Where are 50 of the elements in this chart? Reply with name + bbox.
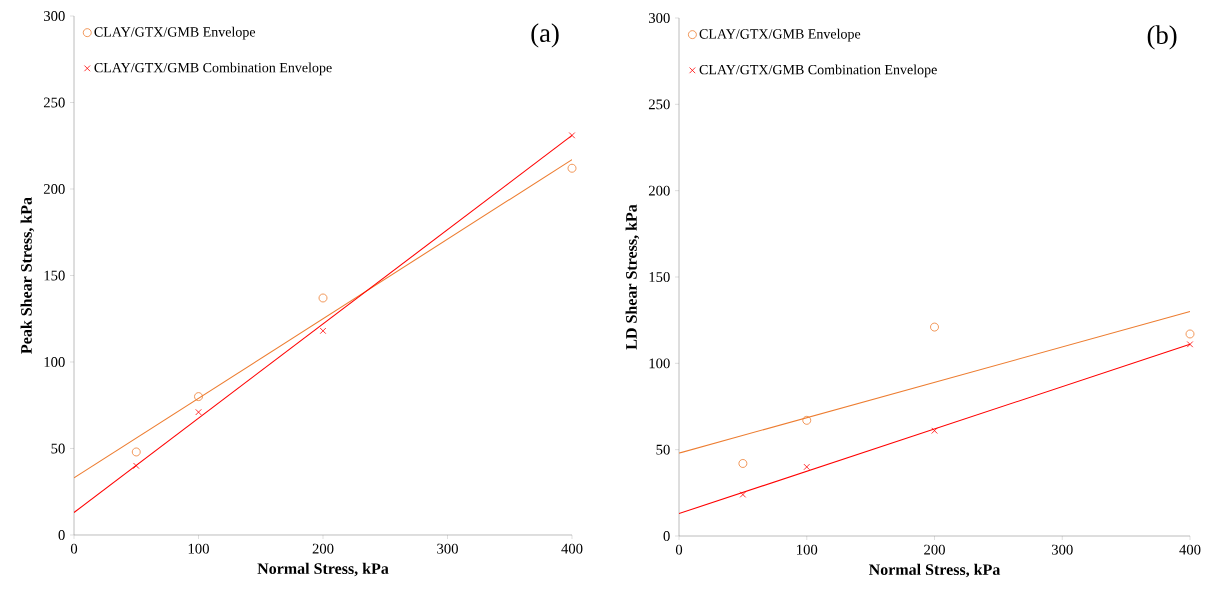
legend-label: CLAY/GTX/GMB Envelope (94, 26, 256, 40)
point (739, 491, 747, 498)
x-axis-title: Normal Stress, kPa (257, 562, 389, 577)
x-tick-label: 200 (924, 544, 945, 555)
point (930, 322, 939, 332)
y-axis-title: LD Shear Stress, kPa (625, 204, 640, 350)
point (194, 392, 203, 401)
y-tick-label: 150 (649, 272, 670, 282)
point (931, 427, 938, 434)
y-tick-label: 0 (663, 531, 670, 541)
point (567, 163, 577, 173)
y-tick-label: 250 (43, 97, 65, 108)
point (318, 293, 328, 303)
x-tick-label: 100 (797, 544, 818, 555)
point (802, 415, 812, 425)
y-tick-label: 150 (44, 270, 65, 281)
y-tick-label: 300 (44, 11, 65, 21)
x-tick-label: 400 (561, 543, 583, 554)
point (738, 459, 748, 468)
x-tick-label: 0 (70, 543, 78, 554)
point (1186, 341, 1194, 348)
point (1185, 329, 1195, 339)
y-tick-label: 100 (649, 358, 670, 369)
point (133, 462, 140, 470)
point (803, 463, 810, 471)
x-tick-label: 400 (1179, 544, 1201, 555)
point (319, 327, 327, 335)
x-tick-label: 200 (312, 543, 334, 554)
chart-title: (a) (531, 23, 559, 48)
y-tick-label: 200 (43, 184, 65, 194)
x-tick-label: 100 (188, 543, 209, 554)
point (131, 447, 141, 457)
y-tick-label: 0 (58, 530, 65, 540)
y-tick-label: 200 (648, 185, 670, 196)
chart-title: (b) (1147, 25, 1177, 50)
legend-label: CLAY/GTX/GMB Envelope (699, 28, 861, 42)
point (568, 132, 576, 139)
point (195, 408, 202, 416)
y-tick-label: 100 (44, 357, 65, 367)
x-axis-title: Normal Stress, kPa (868, 563, 1001, 578)
y-tick-label: 50 (51, 443, 65, 454)
y-axis-title: Peak Shear Stress, kPa (20, 197, 35, 354)
legend-label: CLAY/GTX/GMB Combination Envelope (699, 64, 937, 78)
x-tick-label: 300 (1051, 544, 1073, 555)
y-tick-label: 50 (656, 444, 670, 455)
x-tick-label: 300 (437, 543, 458, 554)
y-tick-label: 250 (648, 99, 670, 110)
legend-label: CLAY/GTX/GMB Combination Envelope (94, 62, 332, 76)
x-tick-label: 0 (675, 544, 683, 555)
y-tick-label: 300 (649, 13, 670, 23)
